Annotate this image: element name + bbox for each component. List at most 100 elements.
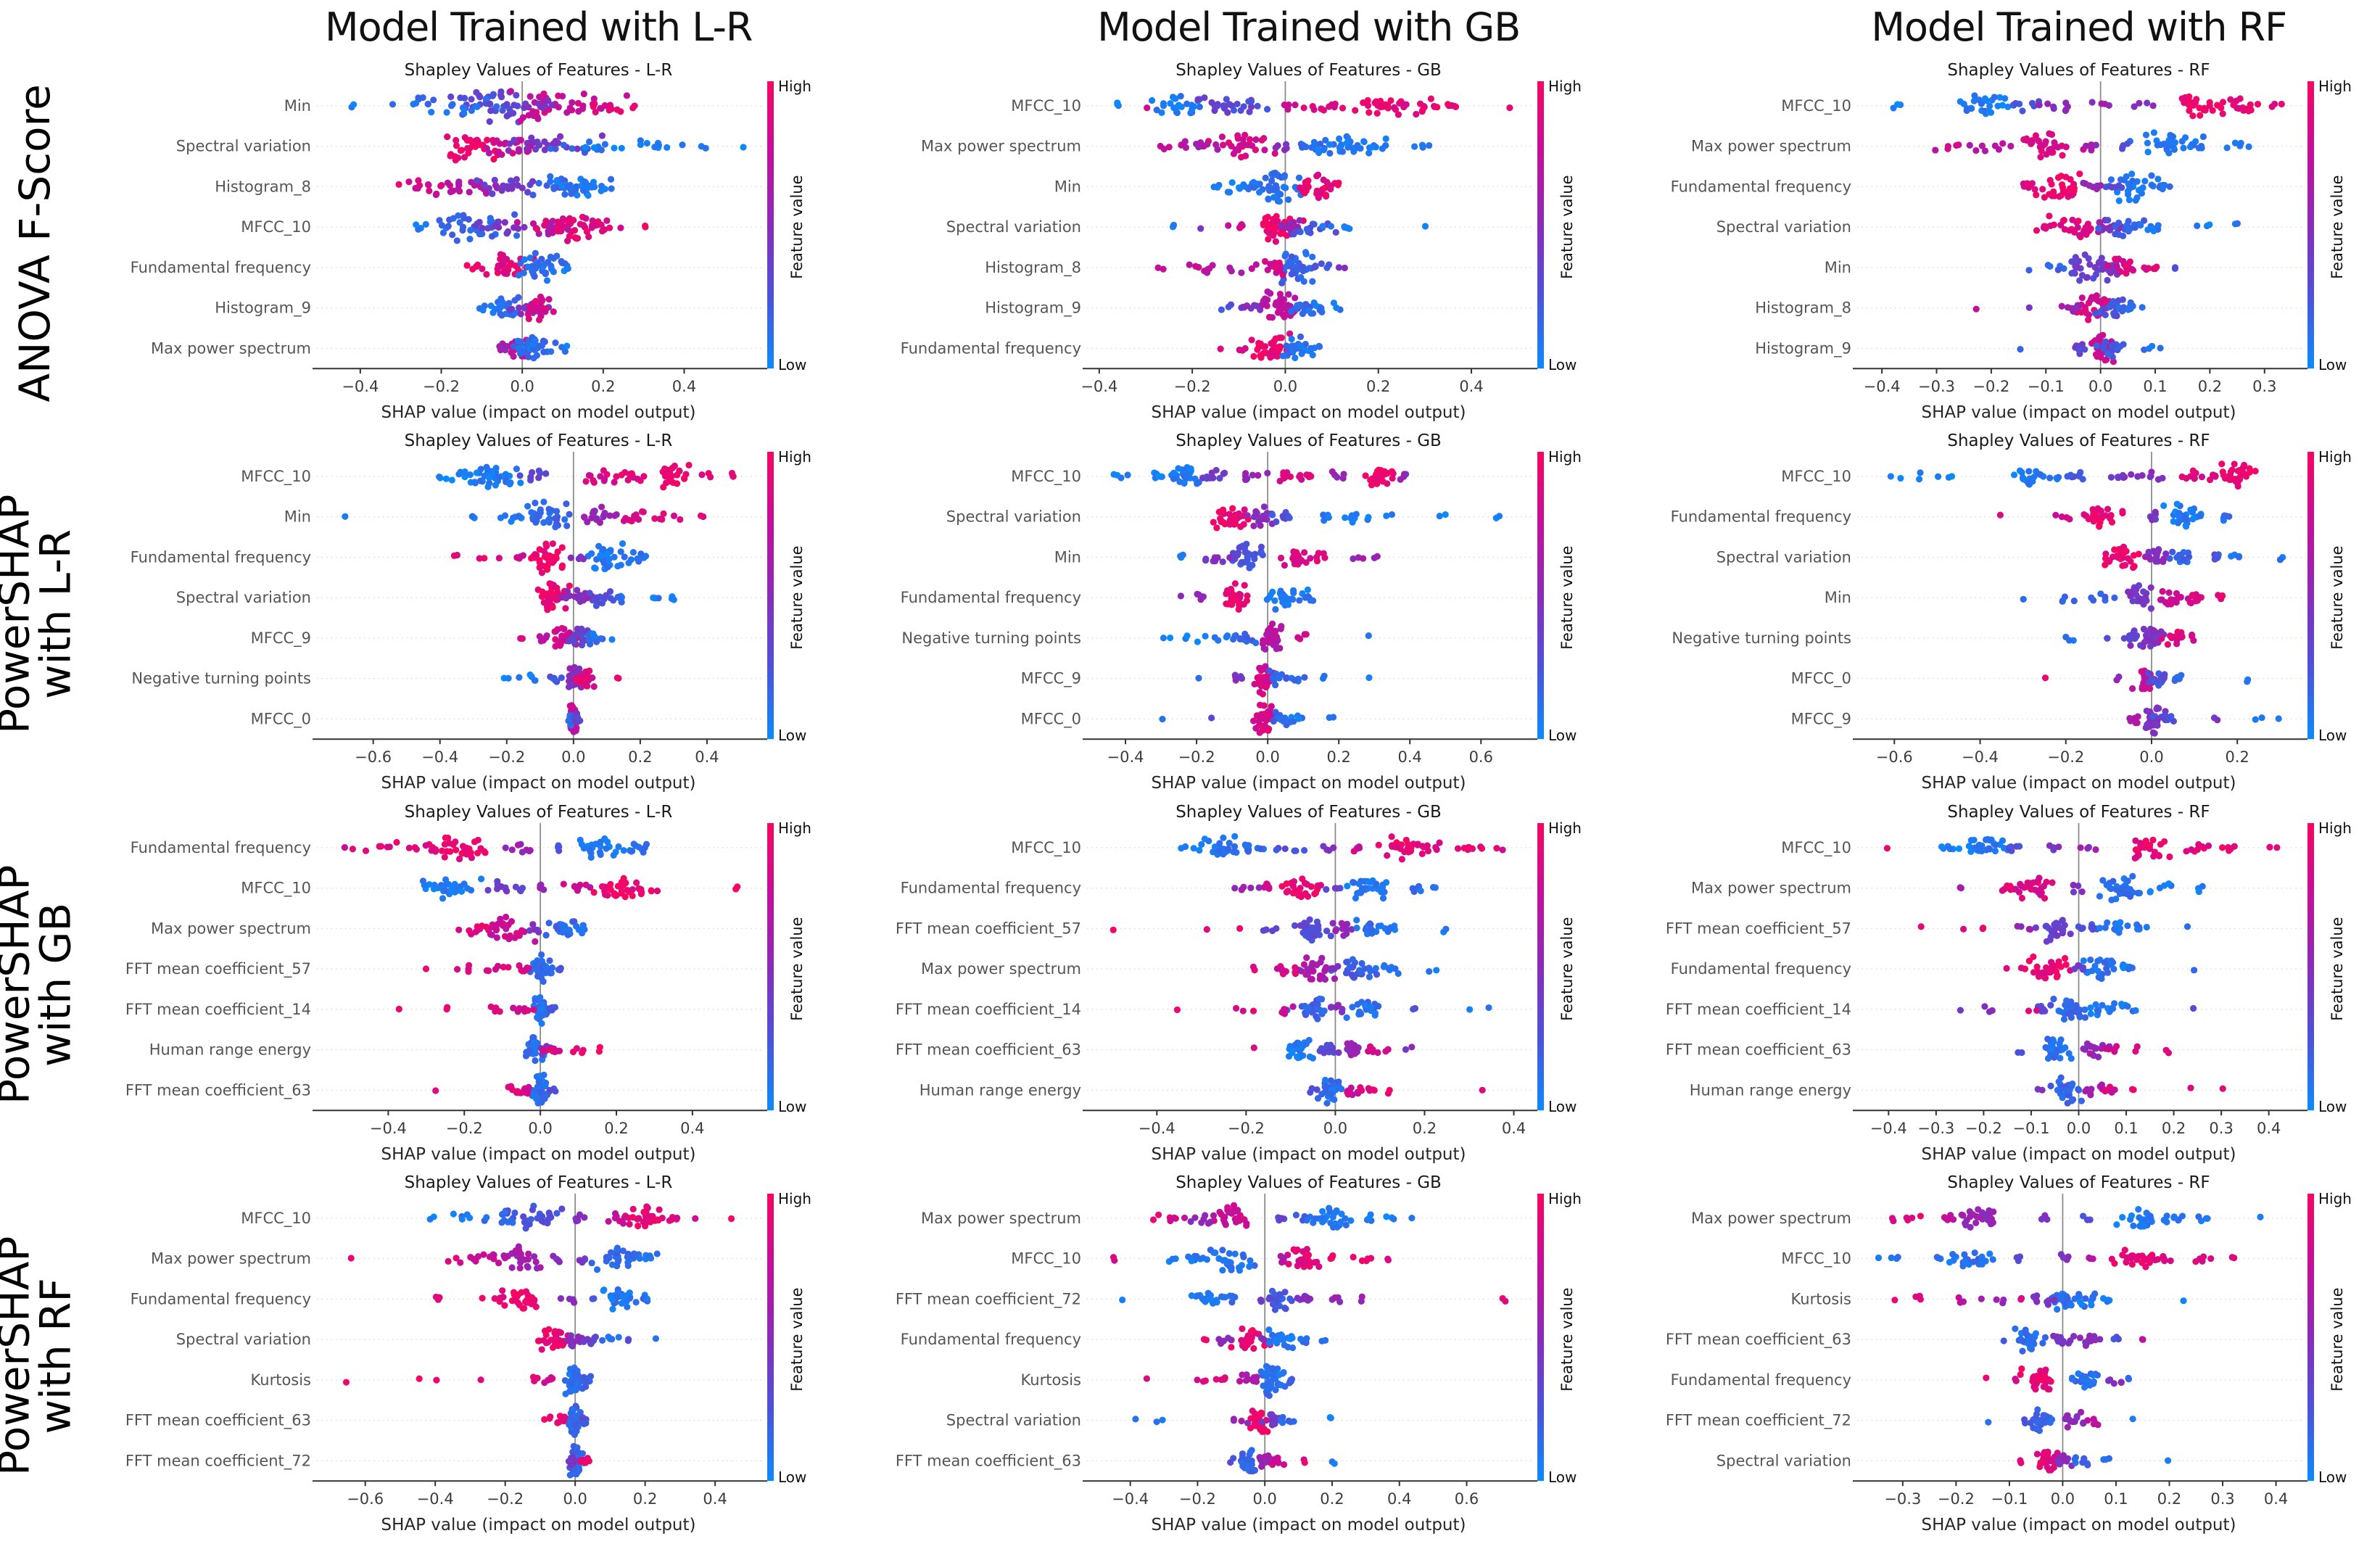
x-tick-label: −0.2 <box>488 748 525 766</box>
colorbar-high-label: High <box>778 1190 811 1207</box>
feature-label: Max power spectrum <box>921 138 1081 155</box>
feature-label: Spectral variation <box>946 218 1081 236</box>
colorbar: High Low Feature value <box>2307 1190 2352 1486</box>
feature-gridlines <box>1857 105 2305 349</box>
colorbar-axis-label: Feature value <box>2329 917 2346 1020</box>
x-axis: −0.4 −0.2 0.0 0.2 0.4 <box>1080 368 1537 395</box>
colorbar-axis-label: Feature value <box>1558 917 1576 1020</box>
x-tick-label: −0.2 <box>423 378 460 395</box>
shap-beeswarm-svg: Shapley Values of Features - L-RMFCC_10M… <box>125 1173 811 1534</box>
x-axis: −0.4 −0.2 0.0 0.2 0.4 <box>313 368 767 395</box>
feature-label: Max power spectrum <box>1691 879 1851 896</box>
x-tick-label: 0.6 <box>1455 1490 1479 1508</box>
x-axis: −0.6 −0.4 −0.2 0.0 0.2 0.4 <box>313 738 767 766</box>
feature-label: Fundamental frequency <box>131 838 311 856</box>
feature-label: FFT mean coefficient_57 <box>125 960 311 978</box>
colorbar-gradient <box>2307 452 2314 740</box>
colorbar-axis-label: Feature value <box>788 175 806 278</box>
shap-beeswarm-svg: Shapley Values of Features - GB Max power… <box>896 1173 1582 1534</box>
feature-label: FFT mean coefficient_72 <box>125 1452 311 1470</box>
colorbar: High Low Feature value <box>2307 448 2352 744</box>
feature-label: FFT mean coefficient_14 <box>896 1000 1081 1018</box>
x-tick-label: 0.0 <box>1323 1120 1347 1137</box>
feature-label: Kurtosis <box>1791 1290 1851 1307</box>
column-title-text: Model Trained with RF <box>1871 4 2287 50</box>
colorbar-low-label: Low <box>2318 727 2347 744</box>
feature-label: Histogram_8 <box>985 259 1081 277</box>
colorbar: High Low Feature value <box>2307 819 2352 1115</box>
x-tick-label: 0.2 <box>2157 1490 2181 1508</box>
x-tick-label: −0.6 <box>1876 748 1913 766</box>
colorbar-low-label: Low <box>1548 1098 1577 1115</box>
x-tick-label: −0.6 <box>355 748 392 766</box>
shap-beeswarm-svg: Shapley Values of Features - GB MFCC_10 Sp… <box>901 431 1582 793</box>
colorbar-low-label: Low <box>2318 1098 2347 1115</box>
colorbar-low-label: Low <box>778 1098 806 1115</box>
x-tick-label: −0.4 <box>1112 1490 1149 1508</box>
x-axis-label: SHAP value (impact on model output) <box>1151 403 1466 422</box>
x-tick-label: −0.2 <box>1178 748 1215 766</box>
colorbar-high-label: High <box>1548 78 1582 95</box>
feature-label: MFCC_10 <box>1011 97 1081 115</box>
subplot-title: Shapley Values of Features - GB <box>1175 61 1442 80</box>
feature-label: FFT mean coefficient_63 <box>125 1411 311 1429</box>
x-tick-label: −0.4 <box>1139 1120 1175 1137</box>
feature-label: Kurtosis <box>1021 1371 1081 1389</box>
x-tick-label: 0.1 <box>2114 1120 2138 1137</box>
x-axis-label: SHAP value (impact on model output) <box>381 1516 695 1534</box>
x-tick-label: −0.2 <box>487 1490 524 1508</box>
colorbar-high-label: High <box>2318 819 2352 837</box>
colorbar-high-label: High <box>1548 1190 1582 1207</box>
y-axis-feature-labels: Min Spectral variation Histogram_8 MFCC_10 F… <box>131 97 311 357</box>
feature-label: FFT mean coefficient_57 <box>896 920 1081 938</box>
feature-label: Spectral variation <box>176 589 311 606</box>
y-axis-feature-labels: MFCC_10 Max power spectrum Fundamental fre… <box>125 1210 311 1470</box>
shap-beeswarm-svg: Shapley Values of Features - L-RMFCC_10M… <box>131 431 811 793</box>
colorbar-axis-label: Feature value <box>1558 175 1576 278</box>
shap-beeswarm-svg: Shapley Values of Features - RF MFCC_10 Fu… <box>1671 431 2352 793</box>
feature-label: MFCC_0 <box>1021 711 1081 729</box>
feature-gridlines <box>1857 476 2305 720</box>
feature-label: FFT mean coefficient_63 <box>1666 1041 1851 1059</box>
x-tick-label: 0.4 <box>695 748 719 766</box>
feature-label: Histogram_8 <box>1755 299 1851 318</box>
colorbar-axis-label: Feature value <box>1558 546 1576 650</box>
feature-label: Max power spectrum <box>1691 1210 1851 1227</box>
feature-label: MFCC_9 <box>1791 711 1851 729</box>
colorbar-gradient <box>1537 81 1544 369</box>
x-tick-label: 0.2 <box>604 1120 628 1137</box>
colorbar-high-label: High <box>778 78 811 95</box>
x-tick-label: −0.2 <box>1938 1490 1975 1508</box>
x-tick-label: 0.0 <box>2067 1120 2091 1137</box>
colorbar-gradient <box>1537 452 1544 740</box>
x-tick-label: −0.4 <box>1962 748 1999 766</box>
beeswarm-points <box>342 1202 735 1479</box>
colorbar-low-label: Low <box>1548 727 1577 744</box>
x-tick-label: 0.0 <box>1273 378 1297 395</box>
x-tick-label: 0.2 <box>2198 378 2222 395</box>
column-title-gb: Model Trained with GB <box>840 0 1610 58</box>
feature-label: Max power spectrum <box>1691 138 1851 155</box>
feature-label: Fundamental frequency <box>131 1290 311 1307</box>
x-axis: −0.4 −0.3 −0.2 −0.1 0.0 0.1 0.2 0.3 0.4 <box>1853 1109 2307 1137</box>
feature-label: Negative turning points <box>1672 629 1851 647</box>
x-tick-label: −0.4 <box>1107 748 1144 766</box>
feature-label: MFCC_0 <box>1791 670 1851 688</box>
feature-label: Fundamental frequency <box>901 1331 1081 1348</box>
shap-beeswarm-svg: Shapley Values of Features - GB MFCC_10 Fu… <box>896 803 1582 1164</box>
feature-gridlines <box>317 105 764 349</box>
feature-label: Negative turning points <box>131 670 311 687</box>
feature-label: Negative turning points <box>901 629 1081 647</box>
row-label-powershap-rf: PowerSHAP with RF <box>0 1170 80 1541</box>
x-tick-label: −0.3 <box>1917 1120 1954 1137</box>
beeswarm-points <box>1110 1202 1509 1475</box>
feature-label: Human range energy <box>1690 1081 1851 1099</box>
y-axis-feature-labels: MFCC_10 Max power spectrum Fundamental fre… <box>1671 97 1851 358</box>
subplot-powershap-rf-gb: Shapley Values of Features - GB Max power… <box>840 1170 1610 1541</box>
row-label-line: PowerSHAP <box>0 1236 39 1476</box>
x-tick-label: 0.0 <box>2051 1490 2075 1508</box>
x-tick-label: −0.2 <box>1174 378 1211 395</box>
subplot-powershap-gb-rf: Shapley Values of Features - RF MFCC_10 Ma… <box>1610 800 2380 1170</box>
feature-label: FFT mean coefficient_57 <box>1666 920 1851 938</box>
subplot-title: Shapley Values of Features - L-R <box>405 61 673 80</box>
